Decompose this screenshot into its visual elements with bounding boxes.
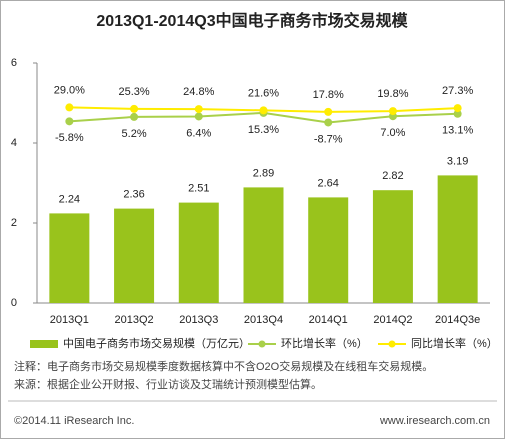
line-label: 27.3%	[442, 85, 473, 97]
line-point	[324, 118, 333, 127]
x-tick-label: 2014Q1	[309, 314, 348, 326]
line-label: 21.6%	[248, 87, 279, 99]
bar	[243, 187, 284, 303]
legend-swatch	[388, 340, 396, 348]
y-tick-label: 6	[11, 57, 17, 69]
legend-swatch	[258, 340, 266, 348]
chart-title: 2013Q1-2014Q3中国电子商务市场交易规模	[96, 11, 408, 30]
line-label: 15.3%	[248, 124, 279, 136]
bar	[49, 213, 90, 303]
bar-label: 2.82	[382, 170, 403, 182]
y-tick-label: 0	[11, 297, 17, 309]
bar	[372, 190, 413, 303]
line-label: 29.0%	[54, 84, 85, 96]
line-point	[194, 112, 203, 121]
line-point	[388, 107, 397, 116]
x-tick-label: 2013Q4	[244, 314, 283, 326]
line-point	[130, 112, 139, 121]
line-point	[65, 103, 74, 112]
line-label: 17.8%	[313, 89, 344, 101]
line-label: 24.8%	[183, 86, 214, 98]
bar-label: 3.19	[447, 155, 468, 167]
y-tick-label: 4	[11, 137, 17, 149]
line-point	[453, 109, 462, 118]
bar-label: 2.24	[59, 193, 80, 205]
x-tick-label: 2013Q3	[179, 314, 218, 326]
bar	[178, 202, 219, 303]
x-tick-label: 2014Q3e	[435, 314, 480, 326]
line-point	[324, 107, 333, 116]
bar-label: 2.64	[318, 177, 339, 189]
y-tick-label: 2	[11, 217, 17, 229]
line-label: 6.4%	[186, 127, 211, 139]
line-point	[194, 105, 203, 114]
line-point	[453, 104, 462, 113]
url: www.iresearch.com.cn	[379, 415, 490, 427]
bar-label: 2.89	[253, 167, 274, 179]
line-point	[130, 104, 139, 113]
line-label: 13.1%	[442, 125, 473, 137]
legend-swatch	[30, 340, 58, 348]
line-label: 7.0%	[380, 127, 405, 139]
source: 来源：根据企业公开财报、行业访谈及艾瑞统计预测模型估算。	[14, 377, 322, 391]
line-label: 5.2%	[122, 128, 147, 140]
bar	[437, 175, 478, 303]
line-label: -8.7%	[314, 133, 343, 145]
line-label: 25.3%	[118, 86, 149, 98]
bar	[114, 208, 155, 303]
note: 注释：电子商务市场交易规模季度数据核算中不含O2O交易规模及在线租车交易规模。	[14, 359, 433, 373]
legend-label: 同比增长率（%）	[411, 336, 498, 350]
line-point	[65, 117, 74, 126]
line-point	[259, 106, 268, 115]
line-label: -5.8%	[55, 132, 84, 144]
x-tick-label: 2013Q1	[50, 314, 89, 326]
x-tick-label: 2014Q2	[373, 314, 412, 326]
legend-label: 环比增长率（%）	[281, 336, 368, 350]
line-label: 19.8%	[377, 88, 408, 100]
copyright: ©2014.11 iResearch Inc.	[14, 415, 134, 427]
legend-label: 中国电子商务市场交易规模（万亿元）	[63, 336, 250, 350]
bar-label: 2.36	[123, 189, 144, 201]
x-tick-label: 2013Q2	[114, 314, 153, 326]
bar-label: 2.51	[188, 183, 209, 195]
bar	[308, 197, 349, 303]
